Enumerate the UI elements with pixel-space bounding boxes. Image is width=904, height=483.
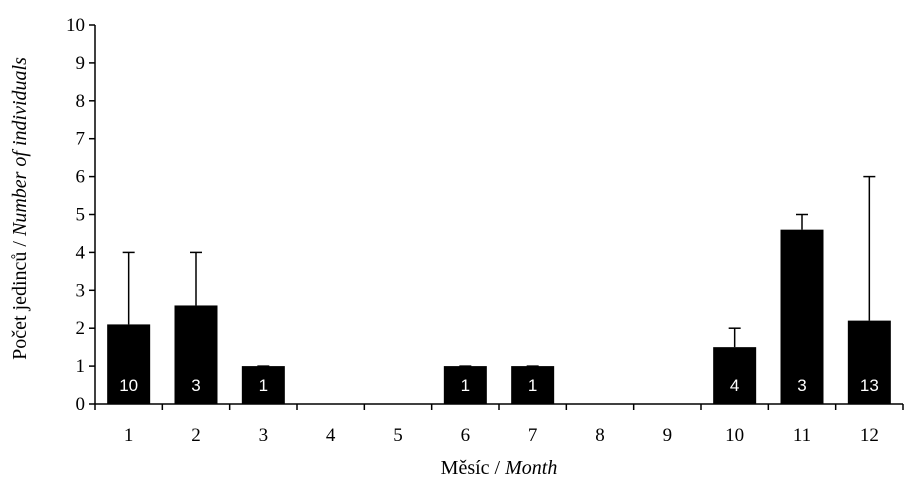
y-tick-label: 2 bbox=[76, 318, 86, 339]
y-tick-label: 3 bbox=[76, 280, 86, 301]
y-axis-label: Počet jedinců / Number of individuals bbox=[9, 57, 31, 360]
y-tick-label: 10 bbox=[66, 15, 85, 36]
y-tick-label: 1 bbox=[76, 356, 86, 377]
x-tick-label: 12 bbox=[860, 425, 879, 446]
bar-count-label: 3 bbox=[191, 376, 200, 395]
x-axis-label-italic: Month bbox=[504, 457, 557, 479]
x-tick-label: 5 bbox=[393, 425, 403, 446]
bar-count-label: 1 bbox=[461, 376, 470, 395]
bar bbox=[847, 320, 891, 404]
bar-count-label: 4 bbox=[730, 376, 739, 395]
y-axis-label-plain: Počet jedinců / bbox=[9, 236, 31, 360]
bar bbox=[241, 366, 285, 404]
x-tick-label: 8 bbox=[595, 425, 605, 446]
y-tick-label: 7 bbox=[76, 129, 86, 150]
x-tick-label: 10 bbox=[725, 425, 744, 446]
y-tick-label: 5 bbox=[76, 205, 86, 226]
bar bbox=[107, 324, 151, 404]
x-axis-ticks: 1 2 3 4 5 6 7 8 9 10 11 12 bbox=[94, 404, 904, 446]
y-tick-label: 8 bbox=[76, 91, 86, 112]
bar-count-label: 3 bbox=[797, 376, 806, 395]
bar-count-label: 13 bbox=[860, 376, 879, 395]
bar bbox=[174, 305, 218, 404]
x-axis-label-plain: Měsíc / bbox=[441, 457, 505, 479]
y-axis-ticks: 0 1 2 3 4 5 6 7 8 9 10 bbox=[66, 15, 95, 415]
x-tick-label: 11 bbox=[793, 425, 811, 446]
error-bars bbox=[122, 175, 876, 367]
y-tick-label: 6 bbox=[76, 167, 86, 188]
y-axis-label-italic: Number of individuals bbox=[9, 57, 31, 237]
bar-count-label: 1 bbox=[528, 376, 537, 395]
bar bbox=[713, 347, 757, 404]
x-tick-label: 9 bbox=[663, 425, 673, 446]
x-tick-label: 3 bbox=[259, 425, 269, 446]
bar bbox=[511, 366, 555, 404]
bar bbox=[443, 366, 487, 404]
bar-count-label: 10 bbox=[119, 376, 138, 395]
y-tick-label: 0 bbox=[76, 394, 86, 415]
y-tick-label: 9 bbox=[76, 53, 86, 74]
bar-count-label: 1 bbox=[259, 376, 268, 395]
x-tick-label: 1 bbox=[124, 425, 134, 446]
x-tick-label: 7 bbox=[528, 425, 538, 446]
x-tick-label: 4 bbox=[326, 425, 336, 446]
y-tick-label: 4 bbox=[76, 242, 86, 263]
x-tick-label: 6 bbox=[461, 425, 471, 446]
x-tick-label: 2 bbox=[191, 425, 201, 446]
bars bbox=[107, 229, 891, 404]
bar-labels: 10 3 1 1 1 4 3 13 bbox=[119, 376, 879, 395]
x-axis-label: Měsíc / Month bbox=[441, 457, 558, 479]
bar bbox=[780, 229, 824, 404]
